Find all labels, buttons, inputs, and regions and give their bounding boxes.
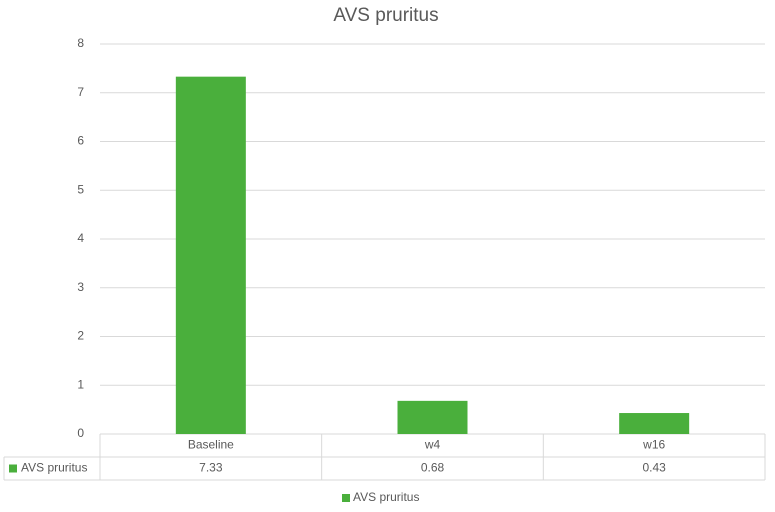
y-tick-label: 2 [77,329,84,343]
bar [619,413,690,434]
table-row-label: AVS pruritus [21,461,87,475]
legend-key [342,494,350,502]
legend-label: AVS pruritus [353,490,419,504]
x-tick-label: w16 [642,438,665,452]
table-value: 0.68 [421,461,445,475]
table-value: 7.33 [199,461,223,475]
y-tick-label: 1 [77,377,84,391]
x-tick-label: Baseline [188,438,234,452]
chart-title: AVS pruritus [333,5,438,26]
y-tick-label: 7 [77,85,84,99]
y-tick-label: 4 [77,231,84,245]
y-tick-label: 0 [77,426,84,440]
y-tick-label: 5 [77,182,84,196]
x-tick-label: w4 [424,438,441,452]
y-tick-label: 3 [77,280,84,294]
y-tick-label: 6 [77,134,84,148]
y-tick-label: 8 [77,36,84,50]
bar [397,400,468,434]
legend-key [9,464,17,473]
bar [175,76,246,434]
table-value: 0.43 [642,461,666,475]
